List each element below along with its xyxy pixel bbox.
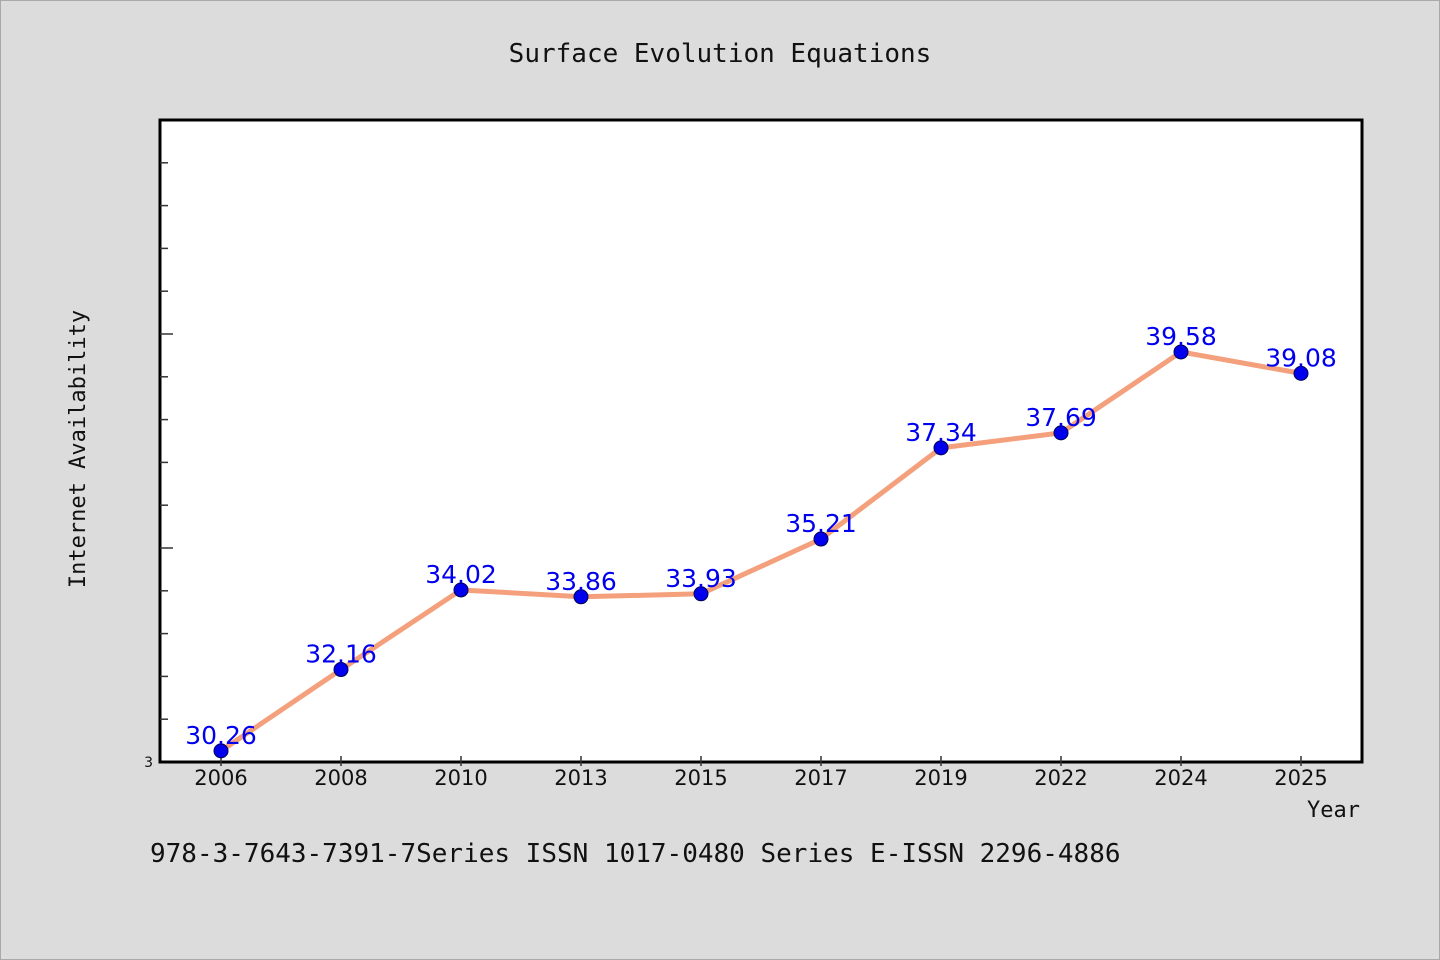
data-label: 35.21 bbox=[785, 509, 857, 538]
data-labels: 30.26 32.16 34.02 33.86 33.93 35.21 37.34 37.69… bbox=[185, 322, 1337, 750]
data-label: 32.16 bbox=[305, 640, 377, 669]
data-point bbox=[1293, 365, 1309, 381]
data-point bbox=[933, 440, 949, 456]
data-point bbox=[213, 743, 229, 759]
data-label: 37.69 bbox=[1025, 403, 1097, 432]
data-label: 34.02 bbox=[425, 560, 497, 589]
data-point bbox=[693, 586, 709, 602]
data-label: 37.34 bbox=[905, 418, 977, 447]
y-axis-ticks bbox=[160, 162, 173, 720]
data-label: 30.26 bbox=[185, 721, 257, 750]
x-axis-label: Year bbox=[1307, 798, 1360, 823]
x-tick-label: 2013 bbox=[554, 766, 607, 790]
data-label: 33.93 bbox=[665, 564, 737, 593]
x-tick-label: 2022 bbox=[1034, 766, 1087, 790]
x-tick-label: 2015 bbox=[674, 766, 727, 790]
x-tick-label: 2010 bbox=[434, 766, 487, 790]
chart-title: Surface Evolution Equations bbox=[509, 39, 932, 69]
data-point bbox=[573, 589, 589, 605]
footer-text: 978-3-7643-7391-7Series ISSN 1017-0480 S… bbox=[150, 839, 1121, 869]
series-markers bbox=[213, 344, 1309, 759]
data-point bbox=[1053, 425, 1069, 441]
x-axis-ticks bbox=[220, 756, 1302, 766]
data-point bbox=[453, 582, 469, 598]
x-tick-label: 2008 bbox=[314, 766, 367, 790]
y-axis-label: Internet Availability bbox=[66, 310, 91, 588]
x-tick-label: 2024 bbox=[1154, 766, 1207, 790]
x-tick-label: 2006 bbox=[194, 766, 247, 790]
x-tick-label: 2017 bbox=[794, 766, 847, 790]
series-line bbox=[218, 349, 1304, 754]
x-tick-label: 2019 bbox=[914, 766, 967, 790]
x-axis-tick-labels: 2006 2008 2010 2013 2015 2017 2019 2022 2024 2025 bbox=[194, 766, 1327, 790]
y-tick-label: 3 bbox=[144, 755, 153, 771]
data-label: 39.08 bbox=[1265, 343, 1337, 372]
data-label: 39.58 bbox=[1145, 322, 1217, 351]
data-point bbox=[1173, 344, 1189, 360]
data-label: 33.86 bbox=[545, 567, 617, 596]
x-tick-label: 2025 bbox=[1274, 766, 1327, 790]
data-point bbox=[813, 531, 829, 547]
data-point bbox=[333, 662, 349, 678]
